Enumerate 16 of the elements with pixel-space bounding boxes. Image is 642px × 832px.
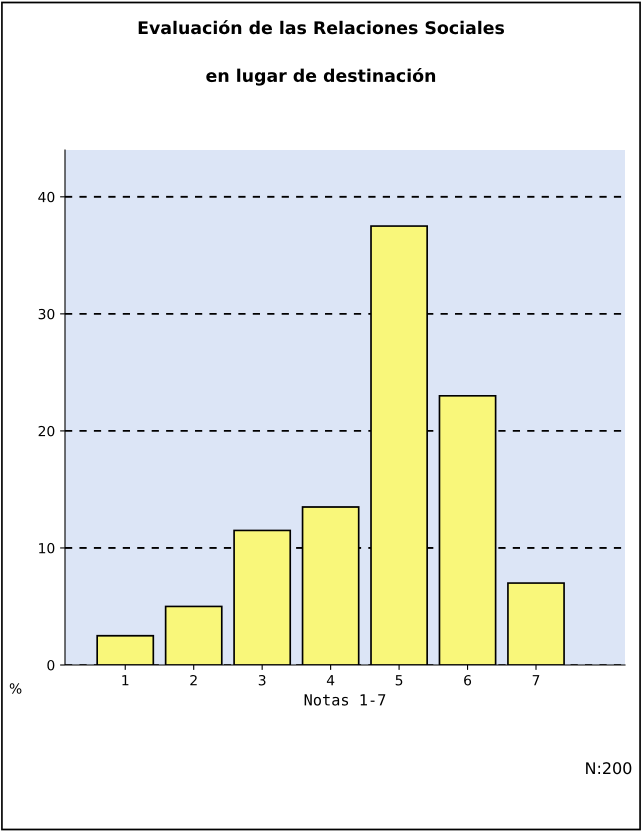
x-tick-label: 2 [190, 674, 197, 686]
x-tick-label: 1 [122, 675, 128, 686]
text: N:200 [586, 762, 632, 774]
x-axis-title: Notas 1-7 [304, 694, 386, 706]
x-tick-label: 6 [464, 674, 472, 686]
y-tick-label: 20 [38, 426, 54, 436]
y-tick-label: 40 [38, 192, 54, 202]
y-tick-label: 30 [38, 308, 54, 320]
x-tick-label: 7 [532, 675, 540, 686]
y-tick-label: 10 [39, 542, 54, 554]
chart-title: Evaluación de las Relaciones Sociales en lugar de destinación [138, 20, 504, 86]
y-tick-label: 0 [47, 660, 54, 670]
x-tick-label: 3 [258, 674, 266, 686]
y-axis-title: % [10, 683, 22, 694]
x-tick-label: 4 [326, 675, 334, 686]
x-tick-label: 5 [396, 675, 402, 686]
